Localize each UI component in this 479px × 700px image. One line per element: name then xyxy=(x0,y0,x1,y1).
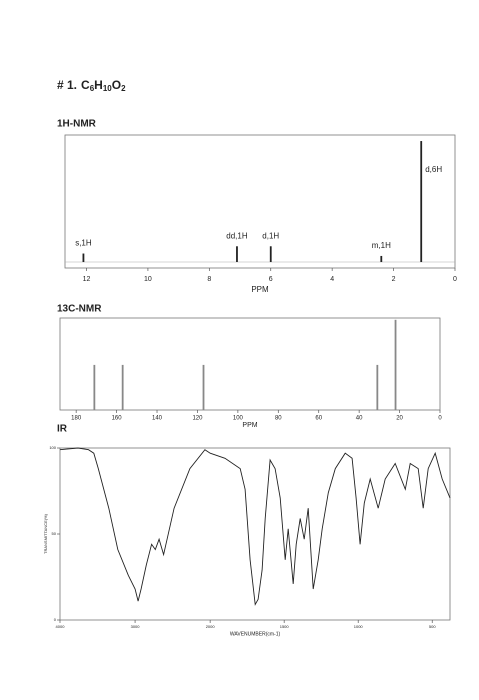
x-tick-label: 160 xyxy=(112,416,123,422)
y-tick-label: 100 xyxy=(49,445,56,450)
formula-part: 2 xyxy=(121,84,126,93)
peak xyxy=(93,364,96,410)
x-tick-label: 1000 xyxy=(354,624,364,629)
plot-frame xyxy=(64,134,456,269)
x-axis-label: PPM xyxy=(251,285,269,294)
x-tick-label: 4 xyxy=(330,276,334,283)
y-axis-label: TRANSMITTANCE(%) xyxy=(43,513,48,554)
section-title: IR xyxy=(57,424,68,435)
x-tick-label: 4000 xyxy=(56,624,66,629)
x-tick-label: 6 xyxy=(269,276,273,283)
peak xyxy=(202,364,205,410)
plot-frame xyxy=(59,317,441,411)
x-tick-label: 500 xyxy=(429,624,436,629)
peak xyxy=(82,253,85,262)
x-tick-label: 10 xyxy=(144,276,152,283)
peak xyxy=(376,364,379,410)
x-tick-label: 60 xyxy=(315,416,322,422)
peak xyxy=(121,364,124,410)
x-tick-label: 2 xyxy=(392,276,396,283)
peak-label: d,6H xyxy=(425,165,442,174)
x-tick-label: 180 xyxy=(71,416,82,422)
section-title: 1H-NMR xyxy=(57,119,97,130)
x-tick-label: 0 xyxy=(453,276,457,283)
x-tick-label: 140 xyxy=(152,416,163,422)
formula-part: C xyxy=(81,78,90,92)
x-tick-label: 8 xyxy=(207,276,211,283)
peak xyxy=(380,255,383,262)
peak-label: dd,1H xyxy=(226,231,248,240)
problem-title: # 1. C6H10O2 xyxy=(57,78,126,93)
formula-part: 6 xyxy=(90,84,95,93)
x-tick-label: 120 xyxy=(192,416,203,422)
x-tick-label: 0 xyxy=(438,416,442,422)
y-tick-label: 0 xyxy=(54,617,57,622)
formula-part: O xyxy=(112,78,121,92)
peak xyxy=(420,141,423,262)
x-tick-label: 3000 xyxy=(131,624,141,629)
y-tick-label: 50 xyxy=(52,531,57,536)
formula-part: 10 xyxy=(103,84,112,93)
ir-trace xyxy=(59,447,451,606)
x-axis-label: PPM xyxy=(242,422,257,429)
peak xyxy=(236,246,238,262)
x-tick-label: 100 xyxy=(233,416,244,422)
section-title: 13C-NMR xyxy=(57,304,102,315)
x-axis-label: WAVENUMBER(cm-1) xyxy=(230,631,281,637)
peak-label: s,1H xyxy=(75,239,92,248)
peak xyxy=(394,319,397,410)
x-tick-label: 40 xyxy=(356,416,363,422)
peak xyxy=(269,246,272,262)
x-tick-label: 2000 xyxy=(206,624,216,629)
peak-label: m,1H xyxy=(372,241,391,250)
formula-part: H xyxy=(94,78,103,92)
peak-label: d,1H xyxy=(262,231,279,240)
x-tick-label: 12 xyxy=(83,276,91,283)
problem-number: # 1. xyxy=(57,78,77,92)
x-tick-label: 80 xyxy=(275,416,282,422)
x-tick-label: 20 xyxy=(396,416,403,422)
x-tick-label: 1500 xyxy=(280,624,290,629)
